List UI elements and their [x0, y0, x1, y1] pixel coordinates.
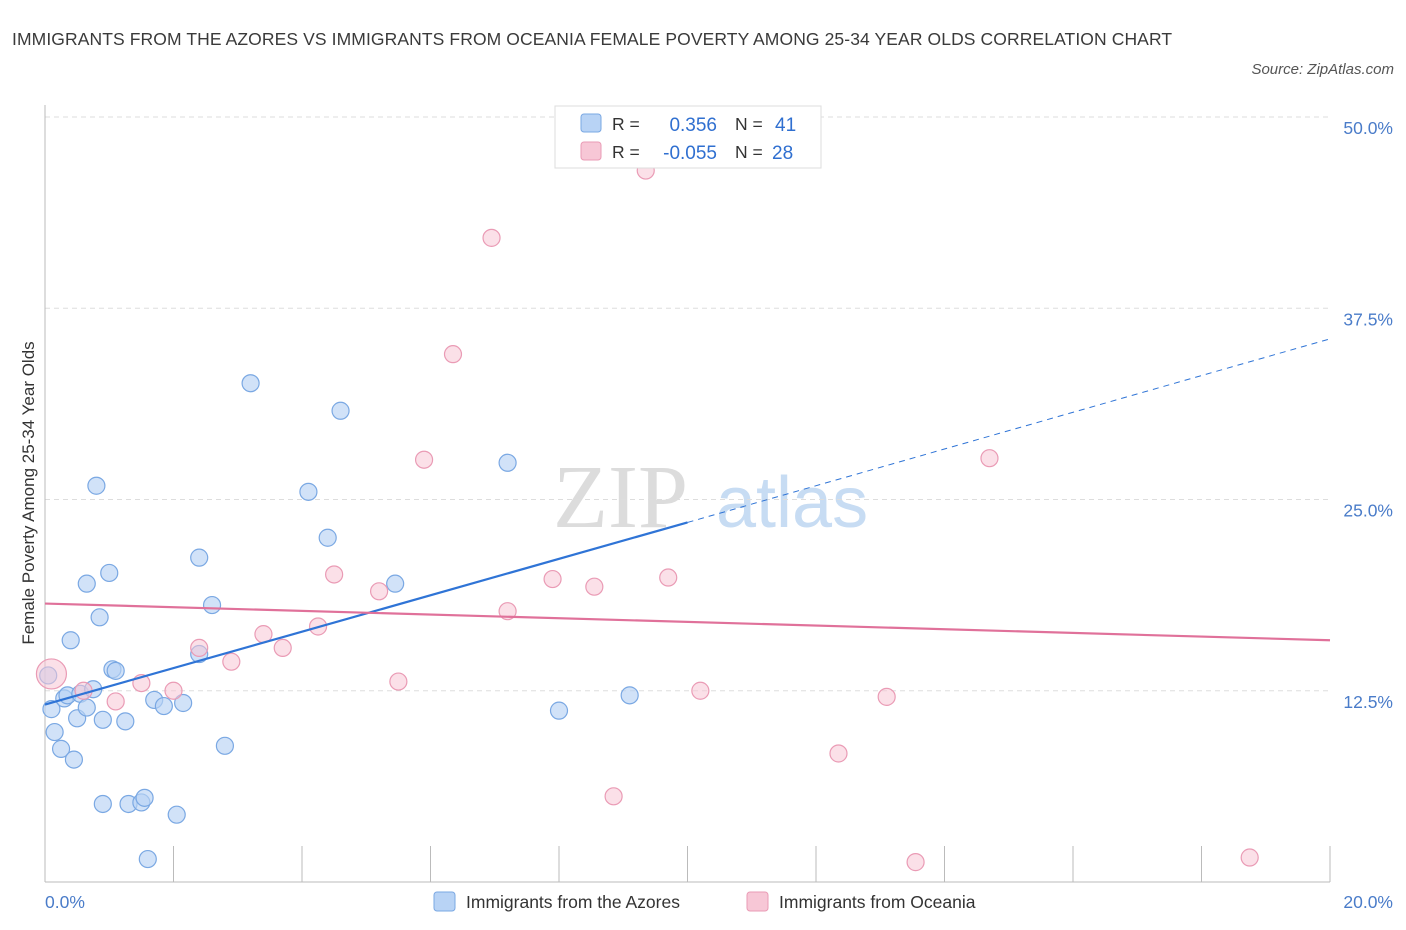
point-oceania-25: [906, 853, 925, 872]
point-azores-36: [331, 401, 350, 420]
point-azores-2: [45, 722, 64, 742]
watermark-atlas: atlas: [716, 463, 868, 543]
point-azores-26: [154, 696, 173, 716]
point-azores-3: [51, 739, 71, 758]
stats-r-label-azores: R =: [612, 114, 640, 134]
y-tick-label-0: 12.5%: [1343, 692, 1393, 712]
x-tick-label-max: 20.0%: [1343, 892, 1393, 912]
legend-swatch-azores: [433, 891, 456, 912]
stats-r-value-azores: 0.356: [669, 115, 717, 136]
series-legend: Immigrants from the Azores Immigrants fr…: [433, 891, 976, 912]
point-azores-20: [116, 712, 135, 731]
point-azores-39: [549, 701, 569, 720]
y-tick-label-2: 37.5%: [1343, 309, 1393, 329]
point-oceania-26: [980, 449, 999, 468]
point-azores-38: [498, 453, 517, 472]
point-azores-33: [241, 374, 260, 393]
point-azores-31: [202, 595, 222, 615]
point-oceania-5: [190, 638, 209, 658]
stats-swatch-oceania: [580, 141, 602, 161]
y-tick-label-1: 25.0%: [1343, 501, 1393, 521]
point-oceania-13: [414, 450, 434, 469]
trend-lines: [44, 338, 1331, 706]
x-axis-ticks: [173, 846, 1331, 882]
watermark: ZIP atlas: [553, 448, 868, 547]
point-azores-7: [64, 750, 84, 769]
point-azores-34: [299, 482, 318, 501]
point-azores-40: [620, 686, 639, 705]
point-azores-13: [87, 476, 106, 495]
point-oceania-1: [74, 681, 93, 700]
trend-oceania: [44, 602, 1331, 642]
point-azores-37: [386, 574, 405, 593]
stats-n-value-oceania: 28: [772, 143, 793, 164]
y-tick-labels: 12.5% 25.0% 37.5% 50.0%: [1343, 118, 1393, 712]
legend-label-oceania: Immigrants from Oceania: [779, 892, 976, 912]
stats-legend: R = 0.356 N = 41 R = -0.055 N = 28: [554, 105, 822, 169]
point-oceania-24: [877, 687, 896, 706]
point-oceania-14: [443, 345, 463, 364]
point-azores-32: [215, 736, 234, 755]
point-oceania-10: [325, 565, 344, 584]
point-oceania-18: [585, 577, 604, 596]
point-azores-16: [93, 710, 112, 729]
source-label: Source: ZipAtlas.com: [1251, 61, 1394, 78]
series-azores-points: [39, 374, 639, 869]
point-azores-35: [318, 528, 337, 547]
x-tick-label-min: 0.0%: [45, 892, 85, 912]
point-azores-14: [90, 608, 109, 627]
point-oceania-27: [1240, 848, 1259, 867]
point-azores-17: [100, 563, 119, 583]
point-oceania-21: [659, 568, 678, 587]
watermark-zip: ZIP: [553, 448, 688, 547]
trend-azores-dashed: [687, 338, 1331, 523]
series-oceania-points: [35, 161, 1259, 872]
stats-n-label-oceania: N =: [735, 142, 763, 162]
y-axis-label: Female Poverty Among 25-34 Year Olds: [19, 341, 38, 644]
point-azores-11: [77, 574, 96, 593]
chart-title: IMMIGRANTS FROM THE AZORES VS IMMIGRANTS…: [12, 29, 1173, 49]
point-azores-15: [93, 794, 112, 814]
stats-r-value-oceania: -0.055: [663, 143, 717, 164]
y-tick-label-3: 50.0%: [1343, 118, 1393, 138]
point-oceania-19: [604, 787, 623, 806]
point-oceania-15: [482, 228, 501, 247]
point-oceania-17: [543, 569, 562, 589]
stats-n-value-azores: 41: [775, 115, 796, 136]
point-oceania-11: [370, 582, 389, 601]
point-oceania-0: [35, 658, 68, 690]
stats-r-label-oceania: R =: [612, 142, 640, 162]
stats-swatch-azores: [580, 113, 602, 133]
point-oceania-2: [106, 692, 125, 711]
legend-label-azores: Immigrants from the Azores: [466, 892, 680, 912]
point-azores-28: [174, 693, 193, 713]
point-oceania-16: [498, 602, 517, 621]
point-azores-19: [106, 661, 125, 680]
gridlines: [45, 116, 1330, 692]
point-oceania-8: [273, 638, 292, 658]
point-oceania-6: [222, 652, 241, 671]
point-azores-23: [135, 788, 154, 807]
point-oceania-23: [829, 744, 848, 763]
point-azores-10: [77, 698, 96, 717]
legend-swatch-oceania: [746, 891, 769, 912]
point-azores-24: [138, 849, 157, 869]
point-azores-6: [61, 631, 80, 650]
stats-n-label-azores: N =: [735, 114, 763, 134]
point-azores-30: [190, 548, 209, 567]
point-oceania-12: [389, 672, 408, 691]
point-oceania-22: [691, 681, 710, 700]
point-oceania-4: [164, 681, 183, 700]
point-azores-27: [167, 805, 186, 824]
